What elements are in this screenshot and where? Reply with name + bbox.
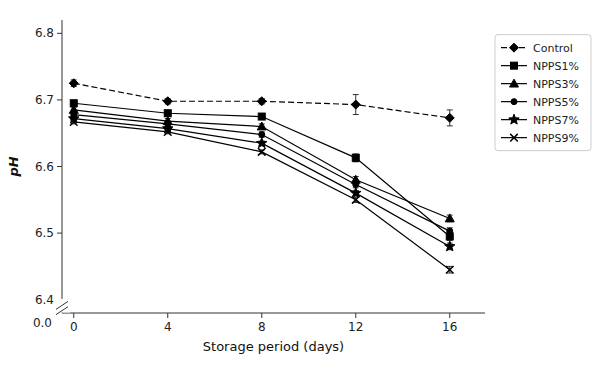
- legend-marker: [511, 99, 517, 105]
- y-tick: [57, 233, 62, 234]
- point: [447, 228, 453, 234]
- x-tick: [167, 313, 168, 318]
- y-tick-label: 6.4: [35, 293, 54, 307]
- point: [351, 100, 360, 109]
- x-axis-label: Storage period (days): [203, 339, 344, 354]
- legend-label: Control: [533, 42, 573, 55]
- error-bar: [447, 228, 453, 235]
- legend: Control NPPS1% NPPS3% NPPS5% NPPS7% NPPS9%: [495, 35, 591, 151]
- series: [69, 79, 454, 126]
- series-line: [74, 110, 450, 219]
- legend-marker: [510, 43, 519, 52]
- point: [352, 196, 360, 204]
- error-bar: [447, 266, 453, 273]
- chart: 0 4 8 12 16 6.4 6.5 6.6 6.7 6.8 0.0 Storage period …: [0, 0, 597, 365]
- axis-break: [56, 301, 68, 309]
- y-tick-label: 6.7: [35, 93, 54, 107]
- error-bar: [259, 114, 265, 119]
- x-tick-label: 0: [70, 320, 78, 334]
- legend-marker: [510, 79, 519, 87]
- x-tick: [261, 313, 262, 318]
- point: [69, 79, 78, 88]
- point: [352, 154, 359, 161]
- series-line: [74, 115, 450, 232]
- series-line: [74, 103, 450, 236]
- point: [258, 113, 265, 120]
- point: [257, 122, 266, 130]
- error-bar: [353, 154, 359, 162]
- series: [70, 118, 454, 273]
- x-tick: [73, 313, 74, 318]
- series-line: [74, 122, 450, 270]
- y-tick-label: 6.6: [35, 160, 54, 174]
- legend-marker: [511, 62, 518, 69]
- legend-label: NPPS3%: [533, 78, 579, 91]
- legend-marker: [509, 114, 519, 124]
- legend-label: NPPS7%: [533, 114, 579, 127]
- x-tick-label: 8: [258, 320, 266, 334]
- legend-label: NPPS1%: [533, 60, 579, 73]
- legend-label: NPPS5%: [533, 96, 579, 109]
- y-tick-label: 6.5: [35, 226, 54, 240]
- point: [257, 97, 266, 106]
- plot-area: [69, 79, 455, 274]
- point: [164, 110, 171, 117]
- point: [445, 113, 454, 122]
- x-tick: [449, 313, 450, 318]
- point: [445, 241, 455, 251]
- x-tick: [355, 313, 356, 318]
- x-tick-label: 4: [164, 320, 172, 334]
- y-axis-label: pH: [6, 156, 21, 177]
- y-tick: [57, 33, 62, 34]
- legend-label: NPPS9%: [533, 132, 579, 145]
- x-axis: [62, 313, 485, 314]
- point: [70, 118, 78, 126]
- legend-marker: [510, 134, 518, 142]
- y-tick-label: 6.8: [35, 26, 54, 40]
- point: [445, 214, 454, 222]
- annotation: 0.0: [33, 316, 52, 330]
- point: [446, 266, 454, 274]
- x-tick-label: 12: [348, 320, 363, 334]
- x-tick-label: 16: [442, 320, 457, 334]
- error-bar: [165, 111, 171, 116]
- y-tick: [57, 99, 62, 100]
- point: [164, 128, 172, 136]
- point: [258, 148, 266, 156]
- y-tick: [57, 166, 62, 167]
- series: [70, 100, 453, 241]
- point: [163, 97, 172, 106]
- point: [257, 138, 267, 148]
- legend-box: [495, 35, 591, 151]
